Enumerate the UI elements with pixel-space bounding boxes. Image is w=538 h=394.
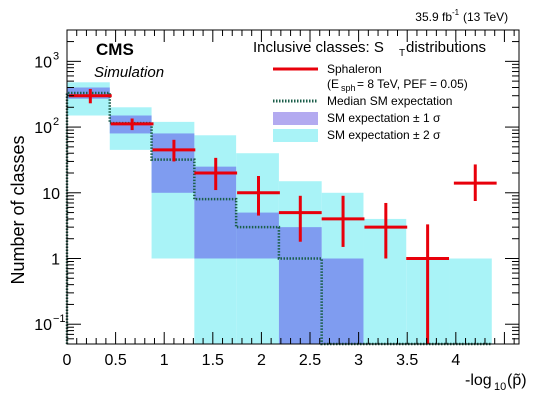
legend-2sigma-marker (273, 129, 318, 142)
y-tick-label-exponent: −1 (53, 313, 66, 325)
band-2sigma-bin (449, 258, 492, 344)
y-tick-label: 1 (51, 252, 60, 269)
legend-1sigma-marker (273, 112, 318, 125)
band-1sigma-bin (321, 258, 364, 344)
experiment-sublabel: Simulation (94, 64, 164, 81)
y-tick-label: 10 (34, 120, 52, 137)
y-axis-title: Number of classes (8, 135, 28, 284)
y-tick-label: 10 (34, 54, 52, 71)
band-1sigma-bin (67, 87, 110, 99)
legend-2sigma-label: SM expectation ± 2 σ (327, 128, 441, 142)
x-tick-label: 3.5 (396, 352, 418, 369)
y-tick-label: 10 (42, 186, 60, 203)
x-axis-title: -log (465, 372, 492, 389)
lumi-superscript: -1 (452, 8, 460, 17)
header-text: Inclusive classes: S (253, 39, 384, 56)
legend-signal-params-sub: sph (341, 83, 356, 93)
x-tick-label: 3 (354, 352, 363, 369)
band-1sigma-bin (278, 227, 322, 344)
x-tick-label: 2.5 (299, 352, 321, 369)
y-tick-label-exponent: 2 (53, 116, 59, 128)
median-sm-expectation-line (65, 91, 492, 346)
x-tick-label: 0.5 (104, 352, 126, 369)
header-tail: distributions (406, 39, 486, 56)
energy-label: (13 TeV) (463, 10, 508, 24)
legend-signal-params: (E (327, 77, 339, 91)
lumi-label: 35.9 fb (415, 10, 452, 24)
plot-frame (66, 29, 520, 345)
x-tick-label: 2 (257, 352, 266, 369)
header-subscript: T (399, 48, 405, 59)
x-axis-title-sub: 10 (494, 381, 506, 393)
band-1sigma-bin (236, 212, 279, 259)
x-tick-label: 0 (63, 352, 72, 369)
x-tick-label: 1.5 (202, 352, 224, 369)
legend: Sphaleron (E sph = 8 TeV, PEF = 0.05) Me… (273, 62, 468, 142)
experiment-label: CMS (96, 40, 134, 59)
legend-signal-params-tail: = 8 TeV, PEF = 0.05) (357, 77, 468, 91)
y-tick-label-exponent: 3 (53, 50, 59, 62)
median-group (65, 91, 492, 346)
signal-group (68, 88, 497, 344)
x-tick-label: 1 (160, 352, 169, 369)
y-tick-label: 10 (34, 317, 52, 334)
legend-1sigma-label: SM expectation ± 1 σ (327, 111, 441, 125)
legend-median-label: Median SM expectation (327, 94, 452, 108)
x-tick-label: 4 (451, 352, 460, 369)
legend-signal-label: Sphaleron (327, 62, 382, 76)
x-axis-title-arg: (p̃) (507, 372, 527, 389)
